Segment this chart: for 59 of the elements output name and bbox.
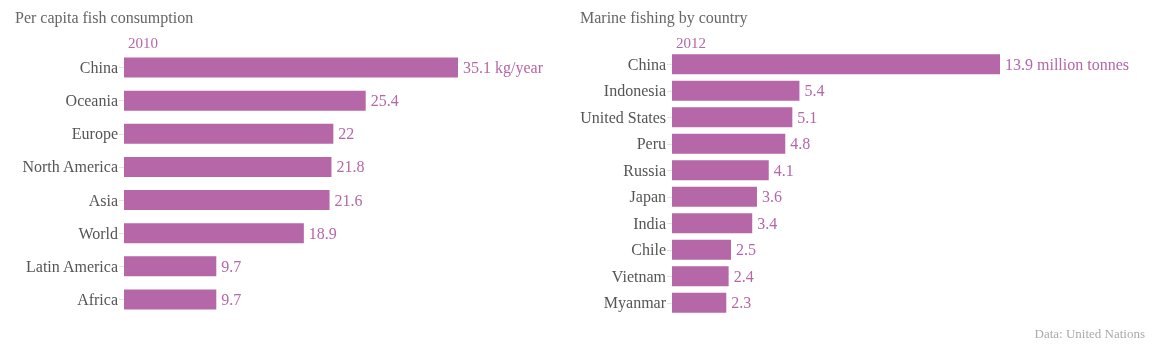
bar xyxy=(124,156,332,177)
text: Data: United Nations xyxy=(1034,326,1146,341)
bar xyxy=(124,190,330,211)
y-tick-label: Russia xyxy=(623,161,666,179)
y-tick-label: Europe xyxy=(71,125,118,144)
bar xyxy=(672,213,753,234)
y-tick-label: Africa xyxy=(77,290,118,308)
data-label: 9.7 xyxy=(221,257,242,275)
data-label: 5.4 xyxy=(804,82,825,100)
bar xyxy=(124,123,334,144)
y-tick-label: Latin America xyxy=(26,257,118,275)
data-label: 2.5 xyxy=(735,241,756,259)
y-tick-label: North America xyxy=(22,158,118,176)
data-label: 3.4 xyxy=(757,214,778,232)
bar xyxy=(124,256,217,277)
chart-title: Marine fishing by country xyxy=(580,8,748,27)
y-tick-label: Asia xyxy=(88,191,118,209)
bar xyxy=(672,292,727,313)
bar xyxy=(124,289,217,310)
bar xyxy=(124,223,304,244)
bar xyxy=(672,107,793,128)
y-tick-label: Japan xyxy=(629,188,666,207)
data-label: 9.7 xyxy=(221,290,242,308)
data-label: 18.9 xyxy=(308,224,337,242)
bar xyxy=(124,90,366,111)
bar xyxy=(672,239,731,260)
data-label: 5.1 xyxy=(797,108,818,126)
y-tick-label: United States xyxy=(580,108,666,126)
y-tick-label: China xyxy=(79,59,118,77)
bar xyxy=(672,80,800,101)
data-label: 35.1 kg/year xyxy=(463,59,544,78)
bar xyxy=(672,133,786,154)
chart-subtitle: 2012 xyxy=(676,34,706,51)
y-tick-label: India xyxy=(633,214,666,232)
data-label: 21.6 xyxy=(334,191,363,209)
bar xyxy=(672,186,757,207)
y-tick-label: Myanmar xyxy=(603,294,667,313)
y-tick-label: Vietnam xyxy=(611,267,667,285)
bar xyxy=(124,57,458,78)
data-label: 25.4 xyxy=(370,92,399,110)
y-tick-label: Indonesia xyxy=(603,82,666,100)
data-label: 4.8 xyxy=(790,135,811,153)
data-label: 21.8 xyxy=(336,158,365,176)
data-label: 3.6 xyxy=(761,188,782,206)
y-tick-label: Chile xyxy=(631,241,666,259)
data-label: 13.9 million tonnes xyxy=(1005,55,1129,73)
bar xyxy=(672,54,1000,75)
data-label: 2.4 xyxy=(733,267,754,285)
y-tick-label: Peru xyxy=(636,135,666,153)
y-tick-label: World xyxy=(78,224,118,242)
bar xyxy=(672,160,769,181)
bar xyxy=(672,266,729,287)
data-label: 4.1 xyxy=(773,161,794,179)
data-label: 22 xyxy=(338,125,355,143)
chart-title: Per capita fish consumption xyxy=(15,8,194,27)
y-tick-label: China xyxy=(627,55,666,73)
chart-subtitle: 2010 xyxy=(128,34,158,51)
y-tick-label: Oceania xyxy=(65,92,118,110)
data-label: 2.3 xyxy=(731,294,752,312)
